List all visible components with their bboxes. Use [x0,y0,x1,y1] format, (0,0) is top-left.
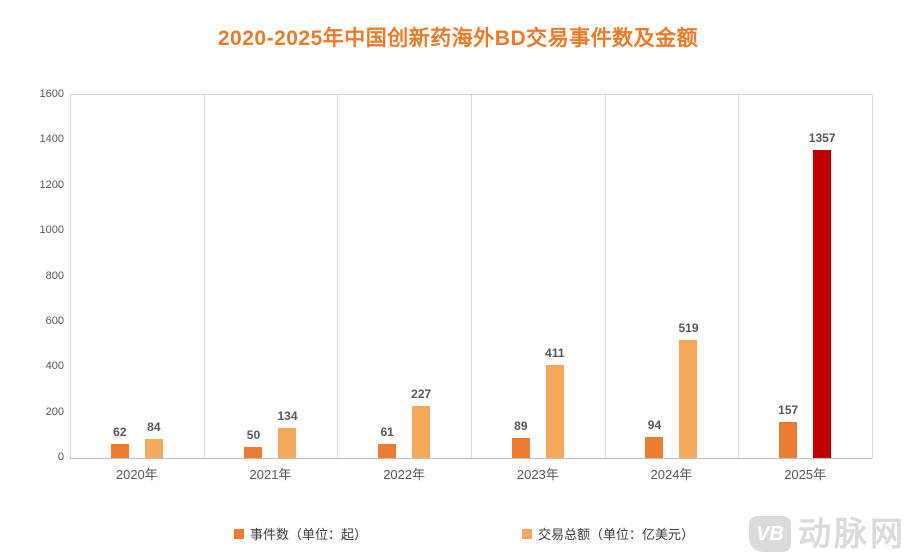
legend-label-amount: 交易总额（单位：亿美元） [538,527,695,542]
y-tick-label: 0 [57,451,64,463]
y-tick-label: 1200 [39,179,64,191]
bar-series1-2023年: 411 [545,346,565,458]
x-tick-label-2022年: 2022年 [383,467,426,482]
bar-value-label: 1357 [808,131,836,145]
x-tick-label-2024年: 2024年 [650,467,693,482]
legend-item-amount: 交易总额（单位：亿美元） [522,524,694,543]
watermark: VB 动脉网 [749,516,906,552]
plot-area: 62 84 50 134 61 227 89 411 94 519 157 1357 [70,94,873,459]
bar-group-2020年: 62 84 [70,95,204,458]
bar-group-2025年: 157 1357 [738,95,872,458]
legend-swatch-events [234,528,244,539]
bar-value-label: 84 [147,420,161,434]
x-tick-label-2025年: 2025年 [784,467,827,482]
gridline-vertical [337,95,338,458]
y-tick-label: 800 [45,270,64,282]
gridline-vertical [872,95,873,458]
bar-series0-2024年: 94 [645,418,664,458]
gridline-vertical [70,95,71,458]
y-tick-label: 200 [45,406,64,418]
x-tick-label-2020年: 2020年 [115,467,158,482]
bar-series1-2021年: 134 [277,409,298,458]
bar-value-label: 61 [380,425,394,439]
bar-value-label: 89 [514,419,528,433]
bar-group-2021年: 50 134 [204,95,338,458]
legend-swatch-amount [522,528,532,539]
vb-logo-icon: VB [749,516,791,552]
bar-value-label: 157 [778,403,799,417]
x-tick-label-2023年: 2023年 [516,467,559,482]
bar-series0-2022年: 61 [378,425,397,458]
bar-series1-2024年: 519 [678,321,699,458]
watermark-text: 动脉网 [798,515,906,552]
bar-value-label: 50 [246,428,261,442]
bar-value-label: 411 [545,346,565,360]
chart-title: 2020-2025年中国创新药海外BD交易事件数及金额 [217,27,699,50]
gridline-vertical [471,95,472,458]
legend-label-events: 事件数（单位：起） [250,527,368,542]
gridline-vertical [605,95,606,458]
x-tick-label-2021年: 2021年 [249,467,292,482]
legend: 事件数（单位：起） 交易总额（单位：亿美元） [0,524,916,546]
bar-value-label: 519 [678,321,699,335]
bar-series1-2025年: 1357 [809,131,836,458]
y-tick-label: 600 [45,315,64,327]
bar-value-label: 134 [277,409,298,423]
y-tick-label: 1000 [39,224,64,236]
bar-series1-2022年: 227 [411,387,431,458]
gridline-vertical [204,95,205,458]
bar-series0-2025年: 157 [778,403,798,458]
gridline-vertical [738,95,739,458]
bar-value-label: 227 [411,387,432,401]
bar-value-label: 94 [647,418,662,432]
bar-group-2022年: 61 227 [337,95,471,458]
bar-group-2024年: 94 519 [605,95,739,458]
y-tick-label: 400 [45,360,64,372]
bar-series0-2021年: 50 [244,428,263,458]
legend-item-events: 事件数（单位：起） [234,524,367,543]
bar-series1-2020年: 84 [144,420,163,458]
bar-series0-2023年: 89 [511,419,530,458]
bar-value-label: 62 [113,425,127,439]
y-tick-label: 1600 [39,88,64,100]
bar-group-2023年: 89 411 [471,95,605,458]
y-tick-label: 1400 [39,133,64,145]
bar-series0-2020年: 62 [110,425,129,458]
